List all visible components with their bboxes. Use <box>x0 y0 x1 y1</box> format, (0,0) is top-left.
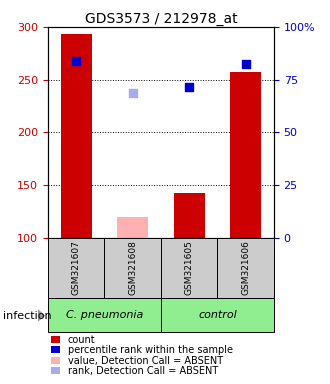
Point <box>130 90 135 96</box>
Title: GDS3573 / 212978_at: GDS3573 / 212978_at <box>84 12 237 26</box>
Bar <box>161 238 217 298</box>
Bar <box>48 238 104 298</box>
Text: GSM321608: GSM321608 <box>128 240 137 295</box>
Point <box>74 58 79 64</box>
Text: value, Detection Call = ABSENT: value, Detection Call = ABSENT <box>68 356 223 366</box>
Bar <box>161 298 274 332</box>
Text: percentile rank within the sample: percentile rank within the sample <box>68 345 233 355</box>
Text: count: count <box>68 335 95 345</box>
Point <box>243 61 248 67</box>
Bar <box>48 298 161 332</box>
Bar <box>61 34 92 238</box>
Bar <box>117 217 148 238</box>
Bar <box>104 238 161 298</box>
Text: rank, Detection Call = ABSENT: rank, Detection Call = ABSENT <box>68 366 218 376</box>
Point <box>186 84 192 90</box>
Text: control: control <box>198 310 237 320</box>
Text: infection: infection <box>3 311 52 321</box>
Text: GSM321605: GSM321605 <box>184 240 194 295</box>
Polygon shape <box>38 309 45 322</box>
Bar <box>217 238 274 298</box>
Text: GSM321607: GSM321607 <box>72 240 81 295</box>
Bar <box>174 193 205 238</box>
Bar <box>230 72 261 238</box>
Text: GSM321606: GSM321606 <box>241 240 250 295</box>
Text: C. pneumonia: C. pneumonia <box>66 310 143 320</box>
